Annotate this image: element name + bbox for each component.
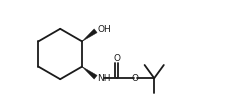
Text: O: O bbox=[113, 54, 120, 63]
Polygon shape bbox=[82, 29, 97, 41]
Text: NH: NH bbox=[97, 74, 110, 83]
Text: O: O bbox=[132, 74, 139, 83]
Polygon shape bbox=[82, 67, 97, 79]
Text: OH: OH bbox=[97, 25, 111, 34]
